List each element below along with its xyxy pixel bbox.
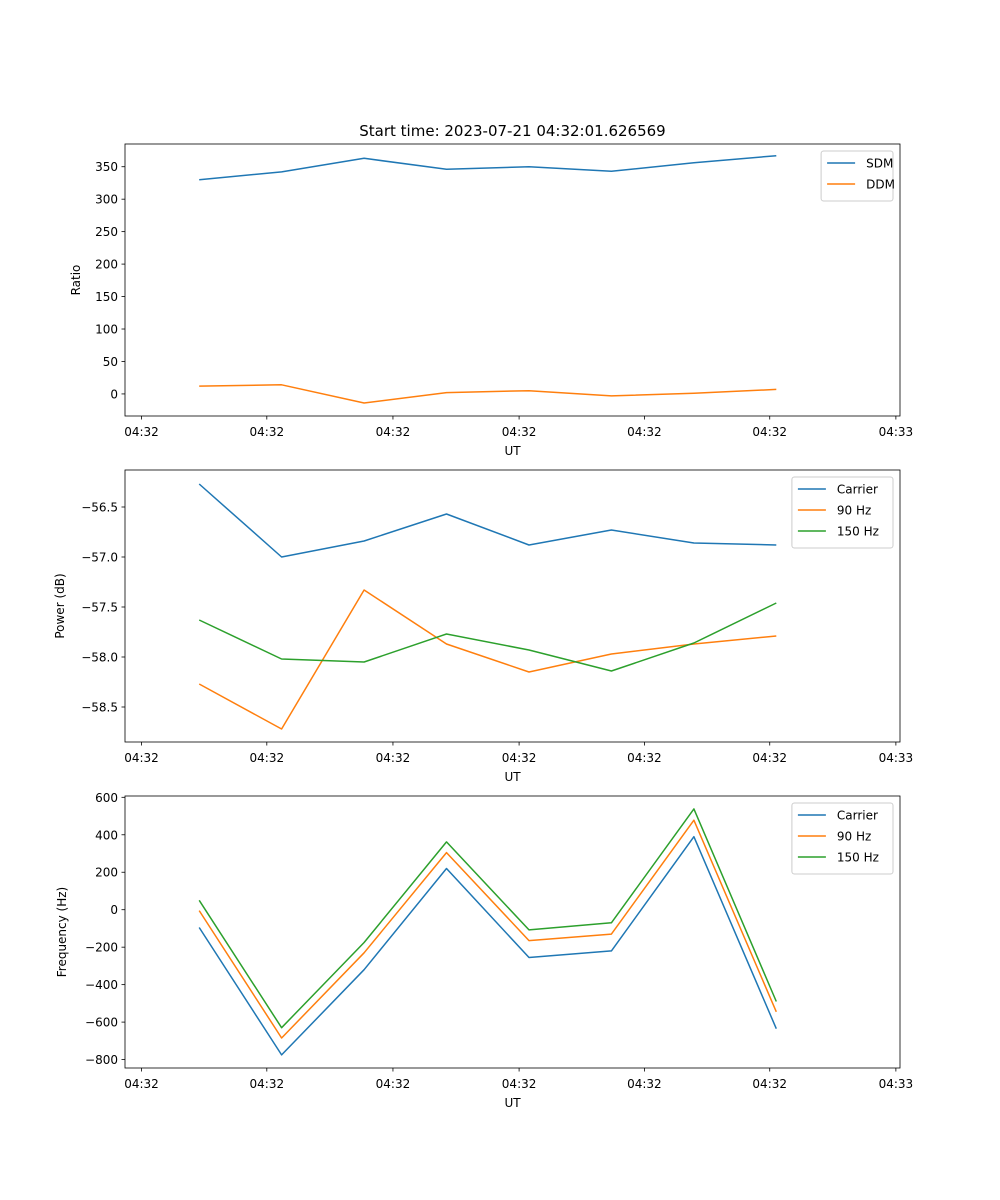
ratio-x-axis-label: UT xyxy=(504,444,521,458)
power-y-tick-label: −57.5 xyxy=(81,601,118,615)
frequency-x-tick-label: 04:32 xyxy=(124,1077,159,1091)
ratio-x-tick-label: 04:32 xyxy=(124,425,159,439)
ratio-legend-label: DDM xyxy=(866,178,895,192)
ratio-y-tick-label: 100 xyxy=(95,323,118,337)
power-axes-frame xyxy=(124,469,901,743)
power-y-axis-label: Power (dB) xyxy=(53,573,67,638)
frequency-series-90-hz-line xyxy=(198,819,777,1039)
power-x-tick-label: 04:32 xyxy=(502,751,537,765)
ratio-x-tick-label: 04:32 xyxy=(752,425,787,439)
ratio-x-tick-label: 04:32 xyxy=(627,425,662,439)
frequency-y-tick-label: 0 xyxy=(110,903,118,917)
frequency-x-tick-label: 04:32 xyxy=(250,1077,285,1091)
ratio-y-tick-label: 350 xyxy=(95,160,118,174)
frequency-y-tick-label: −400 xyxy=(85,978,118,992)
frequency-series-carrier-line xyxy=(198,835,777,1056)
ratio-legend-label: SDM xyxy=(866,157,893,171)
frequency-subplot: −800 −600 −400 −200 0 200 400 600 04:32 04:32 04:3… xyxy=(55,791,913,1110)
frequency-legend: Carrier 90 Hz 150 Hz xyxy=(791,802,894,875)
power-series-90-hz-line xyxy=(198,589,777,730)
power-y-tick-label: −57.0 xyxy=(81,551,118,565)
frequency-x-tick-label: 04:32 xyxy=(376,1077,411,1091)
ratio-y-tick-label: 0 xyxy=(110,387,118,401)
ratio-subplot: 0 50 100 150 200 250 300 350 04:32 04:32 04:32 04:3… xyxy=(69,143,914,458)
frequency-legend-label: 150 Hz xyxy=(837,851,879,865)
figure-title: Start time: 2023-07-21 04:32:01.626569 xyxy=(359,122,665,140)
frequency-y-tick-label: 400 xyxy=(95,828,118,842)
power-y-tick-label: −58.0 xyxy=(81,651,118,665)
ratio-x-tick-label: 04:32 xyxy=(250,425,285,439)
ratio-y-axis-label: Ratio xyxy=(69,265,83,296)
frequency-legend-label: 90 Hz xyxy=(837,830,871,844)
frequency-axes-frame xyxy=(124,795,901,1069)
ratio-y-tick-label: 250 xyxy=(95,225,118,239)
ratio-y-tick-label: 300 xyxy=(95,193,118,207)
ratio-x-tick-label: 04:32 xyxy=(502,425,537,439)
ratio-x-tick-label: 04:33 xyxy=(879,425,914,439)
frequency-x-tick-label: 04:32 xyxy=(752,1077,787,1091)
frequency-y-tick-label: 200 xyxy=(95,866,118,880)
ratio-legend: SDM DDM xyxy=(820,150,895,202)
frequency-x-tick-label: 04:33 xyxy=(879,1077,914,1091)
power-x-tick-label: 04:33 xyxy=(879,751,914,765)
ratio-series-ddm-line xyxy=(199,384,777,404)
frequency-series-150-hz-line xyxy=(198,808,777,1029)
ratio-y-tick-label: 150 xyxy=(95,290,118,304)
power-x-tick-label: 04:32 xyxy=(250,751,285,765)
power-x-tick-label: 04:32 xyxy=(124,751,159,765)
power-y-tick-label: −58.5 xyxy=(81,701,118,715)
ratio-axes-frame xyxy=(124,143,901,417)
ratio-x-tick-label: 04:32 xyxy=(376,425,411,439)
ratio-y-tick-label: 50 xyxy=(103,355,118,369)
power-subplot: −58.5 −58.0 −57.5 −57.0 −56.5 04:32 04:32 04:32… xyxy=(53,469,914,784)
frequency-y-tick-label: −200 xyxy=(85,941,118,955)
frequency-x-tick-label: 04:32 xyxy=(502,1077,537,1091)
frequency-x-tick-label: 04:32 xyxy=(627,1077,662,1091)
frequency-y-tick-label: −800 xyxy=(85,1053,118,1067)
power-y-tick-label: −56.5 xyxy=(81,501,118,515)
frequency-legend-label: Carrier xyxy=(837,809,878,823)
power-x-tick-label: 04:32 xyxy=(752,751,787,765)
power-series-150-hz-line xyxy=(198,602,777,672)
power-legend: Carrier 90 Hz 150 Hz xyxy=(791,476,894,549)
power-legend-label: 150 Hz xyxy=(837,525,879,539)
frequency-y-axis-label: Frequency (Hz) xyxy=(55,887,69,978)
power-legend-label: Carrier xyxy=(837,483,878,497)
frequency-y-tick-label: 600 xyxy=(95,791,118,805)
ratio-series-sdm-line xyxy=(199,154,777,181)
power-legend-label: 90 Hz xyxy=(837,504,871,518)
power-series-carrier-line xyxy=(198,483,777,558)
frequency-y-tick-label: −600 xyxy=(85,1016,118,1030)
frequency-x-axis-label: UT xyxy=(504,1096,521,1110)
power-x-tick-label: 04:32 xyxy=(627,751,662,765)
ratio-y-tick-label: 200 xyxy=(95,258,118,272)
power-x-axis-label: UT xyxy=(504,770,521,784)
power-x-tick-label: 04:32 xyxy=(376,751,411,765)
